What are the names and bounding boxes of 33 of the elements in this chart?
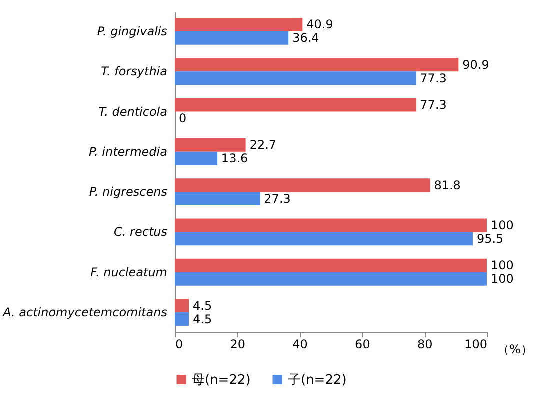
x-tick-label: 60 (355, 338, 370, 352)
y-tick-label: F. nucleatum (90, 265, 168, 280)
y-tick-label: T. denticola (98, 104, 168, 119)
data-label: 100 (491, 272, 514, 286)
data-label: 77.3 (420, 98, 447, 112)
legend-label: 母(n=22) (192, 372, 251, 388)
data-label: 0 (179, 112, 187, 126)
y-tick-label: C. rectus (114, 225, 168, 240)
x-tick-label: 80 (417, 338, 433, 352)
data-label: 90.9 (462, 58, 490, 72)
data-label: 95.5 (476, 232, 504, 246)
data-label: 77.3 (420, 71, 447, 86)
data-label: 100 (491, 218, 514, 232)
x-tick-label: 40 (292, 338, 308, 352)
data-label: 36.4 (292, 31, 320, 46)
y-tick-label: P. nigrescens (89, 185, 168, 200)
data-label: 4.5 (193, 298, 212, 313)
y-tick-label: P. gingivalis (97, 24, 168, 38)
x-tick-label: 20 (230, 338, 246, 352)
y-tick-label: P. intermedia (88, 144, 168, 159)
data-label: 13.6 (221, 152, 248, 166)
y-tick-label: T. forsythia (101, 64, 168, 79)
x-tick-label: 100 (464, 338, 488, 352)
data-label: 40.9 (306, 18, 334, 32)
data-label: 27.3 (264, 192, 291, 206)
data-label: 100 (491, 258, 514, 273)
legend-label: 子(n=22) (288, 372, 347, 388)
data-label: 22.7 (250, 138, 277, 152)
x-tick-label: 0 (176, 338, 184, 352)
data-label: 4.5 (193, 312, 212, 326)
x-axis-title: （%） (498, 342, 533, 356)
data-label: 81.8 (434, 178, 461, 192)
y-tick-label: A. actinomycetemcomitans (2, 306, 168, 320)
